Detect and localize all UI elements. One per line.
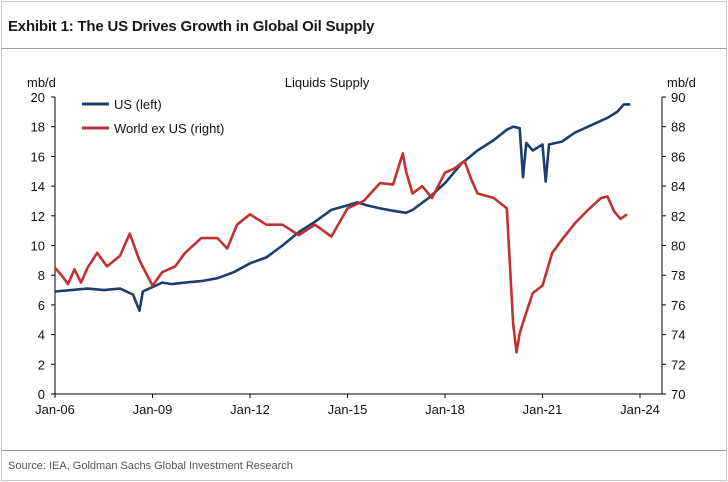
x-axis-ticks: Jan-06 Jan-09 Jan-12 Jan-15 Jan-18 Jan-21 Jan-… [35,394,660,417]
x-tick-label: Jan-06 [35,402,75,417]
y-left-tick-label: 10 [31,239,45,254]
world-ex-us-series-line [54,152,628,354]
y-left-tick-label: 12 [31,209,45,224]
series-lines [54,103,631,354]
y-right-tick-label: 86 [671,149,685,164]
axes [54,97,663,395]
legend: US (left) World ex US (right) [82,97,224,136]
y-right-tick-label: 74 [671,328,685,343]
y-left-tick-label: 14 [31,179,45,194]
y-axis-left-label: mb/d [27,75,56,90]
x-tick-label: Jan-24 [620,402,660,417]
y-right-tick-label: 70 [671,387,685,402]
y-left-tick-label: 4 [38,328,45,343]
x-tick-label: Jan-15 [328,402,368,417]
x-tick-label: Jan-12 [230,402,270,417]
y-left-tick-label: 0 [38,387,45,402]
source-note: Source: IEA, Goldman Sachs Global Invest… [8,460,293,472]
legend-us-label: US (left) [114,97,162,112]
y-left-tick-label: 16 [31,149,45,164]
us-series-line [54,103,631,313]
exhibit-title: Exhibit 1: The US Drives Growth in Globa… [8,18,375,35]
y-right-tick-label: 76 [671,298,685,313]
y-right-tick-label: 90 [671,90,685,105]
y-axis-right-label: mb/d [667,75,696,90]
title-divider [2,48,726,49]
y-right-tick-label: 78 [671,268,685,283]
footer-divider [2,450,726,451]
y-right-tick-label: 72 [671,357,685,372]
x-tick-label: Jan-21 [523,402,563,417]
y-left-tick-label: 8 [38,268,45,283]
y-right-tick-label: 88 [671,120,685,135]
y-left-tick-label: 2 [38,357,45,372]
y-axis-left-ticks: 0 2 4 6 8 10 12 14 16 18 20 [31,90,55,402]
x-tick-label: Jan-18 [425,402,465,417]
y-left-tick-label: 6 [38,298,45,313]
y-left-tick-label: 18 [31,120,45,135]
y-right-tick-label: 80 [671,239,685,254]
y-right-tick-label: 82 [671,209,685,224]
x-tick-label: Jan-09 [133,402,173,417]
legend-world-label: World ex US (right) [114,121,224,136]
y-left-tick-label: 20 [31,90,45,105]
y-axis-right-ticks: 70 72 74 76 78 80 82 84 86 88 90 [662,90,685,402]
y-right-tick-label: 84 [671,179,685,194]
chart-title: Liquids Supply [285,75,370,90]
